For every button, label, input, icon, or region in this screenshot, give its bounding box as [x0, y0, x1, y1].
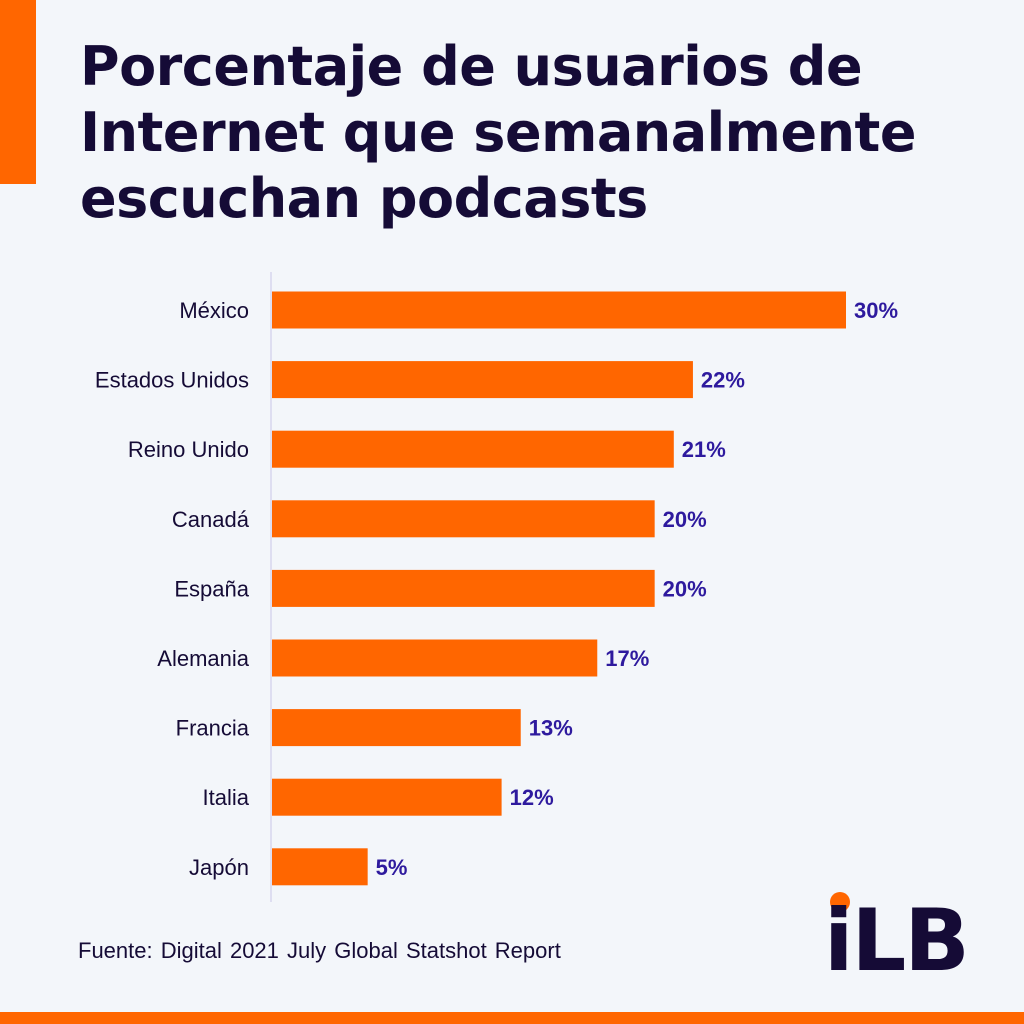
value-label: 21%: [682, 437, 726, 462]
title-line: Porcentaje de usuarios de: [80, 35, 863, 98]
bar: [272, 291, 846, 329]
value-label: 20%: [663, 507, 707, 532]
bar: [272, 848, 368, 886]
bar: [272, 430, 674, 468]
bottom-bar: [0, 1012, 1024, 1024]
ilb-logo: iLB: [824, 891, 970, 980]
chart-title: Porcentaje de usuarios de Internet que s…: [80, 34, 980, 232]
value-label: 30%: [854, 298, 898, 323]
accent-bar: [0, 0, 36, 184]
bar: [272, 778, 502, 816]
bar: [272, 639, 598, 677]
category-label: Estados Unidos: [95, 368, 249, 393]
category-label: Italia: [203, 785, 250, 810]
bar: [272, 569, 655, 607]
value-label: 20%: [663, 576, 707, 601]
bar: [272, 500, 655, 538]
category-label: Japón: [189, 855, 249, 880]
value-label: 17%: [605, 646, 649, 671]
bar: [272, 709, 521, 747]
category-label: Alemania: [157, 646, 249, 671]
bars-group: México 30% Estados Unidos 22% Reino Unido 21%…: [95, 291, 898, 886]
category-label: Canadá: [172, 507, 250, 532]
category-label: España: [174, 576, 249, 601]
category-label: México: [179, 298, 249, 323]
category-label: Reino Unido: [128, 437, 249, 462]
value-label: 5%: [376, 855, 408, 880]
value-label: 22%: [701, 368, 745, 393]
title-line: escuchan podcasts: [80, 167, 648, 230]
title-line: Internet que semanalmente: [80, 101, 916, 164]
logo-dot: [830, 892, 850, 912]
value-label: 12%: [510, 785, 554, 810]
value-label: 13%: [529, 716, 573, 741]
source-note: Fuente: Digital 2021 July Global Statsho…: [78, 938, 561, 963]
bar: [272, 361, 693, 399]
logo-text: iLB: [824, 891, 968, 980]
category-label: Francia: [176, 716, 250, 741]
